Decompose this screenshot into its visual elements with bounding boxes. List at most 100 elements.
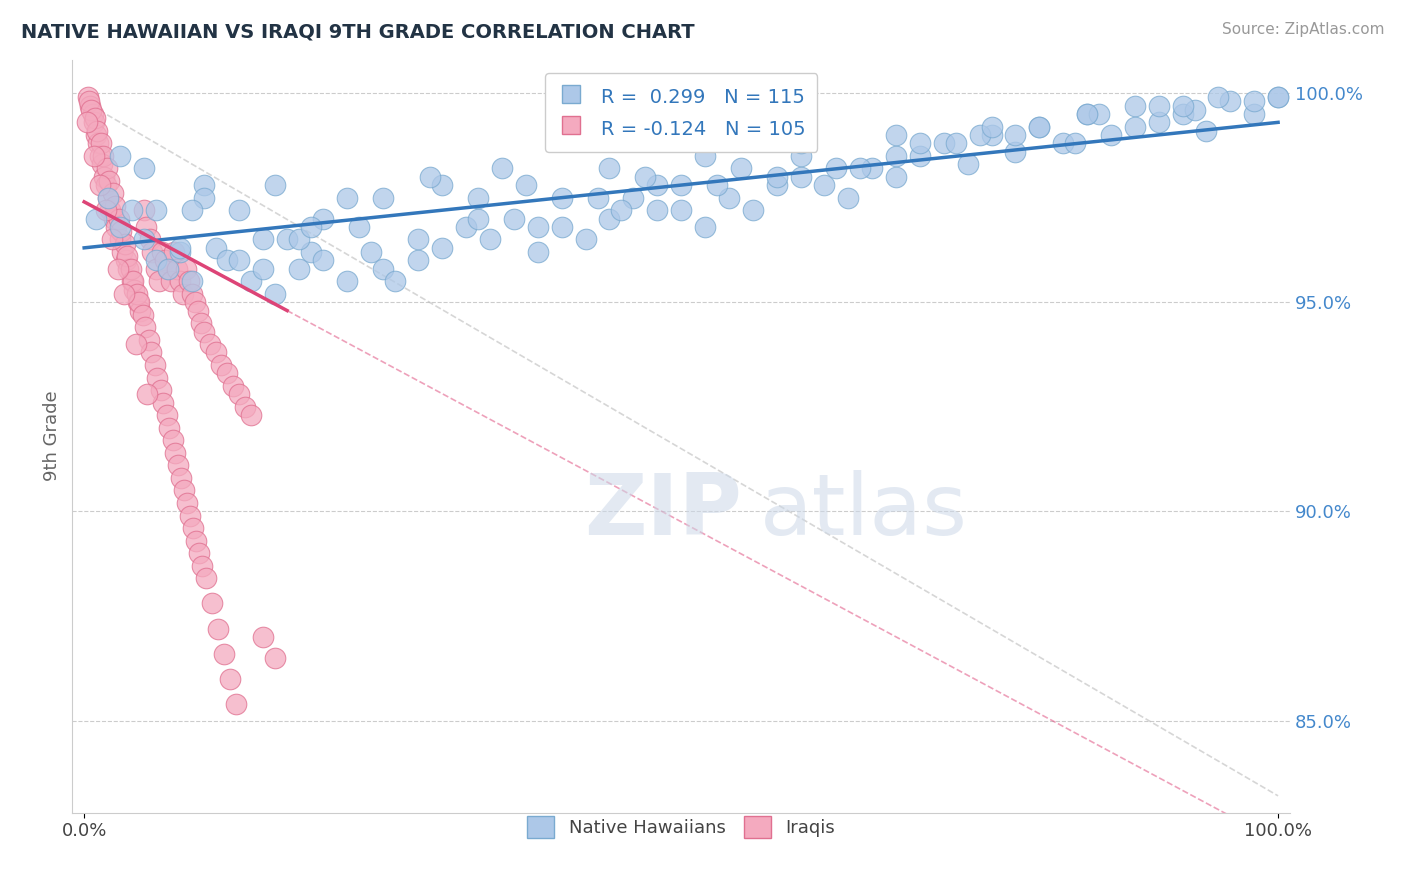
Point: [93, 169, 115, 184]
Point: [84, 111, 107, 125]
Point: [132, 232, 155, 246]
Point: [83, 149, 105, 163]
Point: [190, 316, 212, 330]
Point: [89, 178, 111, 193]
Point: [155, 408, 177, 422]
Text: atlas: atlas: [761, 470, 969, 553]
Point: [211, 358, 233, 372]
Point: [131, 308, 153, 322]
Point: [860, 161, 883, 176]
Point: [765, 178, 787, 193]
Point: [139, 345, 162, 359]
Point: [371, 261, 394, 276]
Point: [179, 274, 201, 288]
Point: [194, 571, 217, 585]
Point: [149, 383, 172, 397]
Point: [179, 508, 201, 523]
Point: [693, 149, 716, 163]
Point: [1088, 107, 1111, 121]
Point: [132, 203, 155, 218]
Point: [186, 533, 208, 548]
Point: [83, 115, 105, 129]
Point: [170, 471, 193, 485]
Point: [551, 219, 574, 234]
Point: [166, 261, 188, 276]
Point: [252, 630, 274, 644]
Point: [371, 191, 394, 205]
Point: [145, 261, 167, 276]
Point: [312, 211, 335, 226]
Point: [360, 245, 382, 260]
Point: [693, 219, 716, 234]
Point: [837, 191, 859, 205]
Point: [91, 157, 114, 171]
Point: [145, 203, 167, 218]
Point: [167, 458, 190, 473]
Point: [1099, 128, 1122, 142]
Point: [207, 622, 229, 636]
Point: [169, 245, 191, 260]
Point: [932, 136, 955, 151]
Point: [299, 219, 322, 234]
Point: [908, 149, 931, 163]
Point: [1004, 128, 1026, 142]
Point: [87, 136, 110, 151]
Point: [503, 211, 526, 226]
Point: [741, 203, 763, 218]
Point: [157, 421, 180, 435]
Point: [228, 203, 250, 218]
Point: [730, 161, 752, 176]
Point: [218, 672, 240, 686]
Point: [551, 191, 574, 205]
Point: [598, 211, 620, 226]
Point: [84, 211, 107, 226]
Point: [264, 650, 287, 665]
Point: [156, 261, 179, 276]
Point: [104, 199, 127, 213]
Point: [527, 219, 550, 234]
Point: [97, 191, 120, 205]
Point: [515, 178, 537, 193]
Point: [1267, 90, 1289, 104]
Point: [169, 274, 191, 288]
Point: [173, 483, 195, 498]
Point: [89, 149, 111, 163]
Point: [336, 191, 359, 205]
Point: [813, 178, 835, 193]
Point: [1076, 107, 1098, 121]
Point: [174, 261, 197, 276]
Point: [669, 203, 692, 218]
Point: [634, 169, 657, 184]
Point: [108, 149, 131, 163]
Point: [1243, 95, 1265, 109]
Point: [645, 178, 668, 193]
Point: [108, 219, 131, 234]
Point: [156, 261, 179, 276]
Point: [252, 261, 274, 276]
Point: [121, 203, 143, 218]
Point: [264, 178, 287, 193]
Point: [76, 90, 98, 104]
Point: [172, 286, 194, 301]
Point: [884, 128, 907, 142]
Point: [91, 149, 114, 163]
Point: [100, 232, 122, 246]
Point: [103, 211, 125, 226]
Point: [163, 446, 186, 460]
Point: [789, 169, 811, 184]
Point: [105, 219, 128, 234]
Point: [610, 203, 633, 218]
Point: [139, 232, 162, 246]
Point: [491, 161, 513, 176]
Point: [228, 387, 250, 401]
Point: [1052, 136, 1074, 151]
Point: [187, 303, 209, 318]
Point: [160, 274, 183, 288]
Point: [706, 178, 728, 193]
Point: [945, 136, 967, 151]
Point: [956, 157, 979, 171]
Point: [124, 337, 146, 351]
Point: [240, 408, 263, 422]
Point: [1123, 120, 1146, 134]
Point: [134, 320, 156, 334]
